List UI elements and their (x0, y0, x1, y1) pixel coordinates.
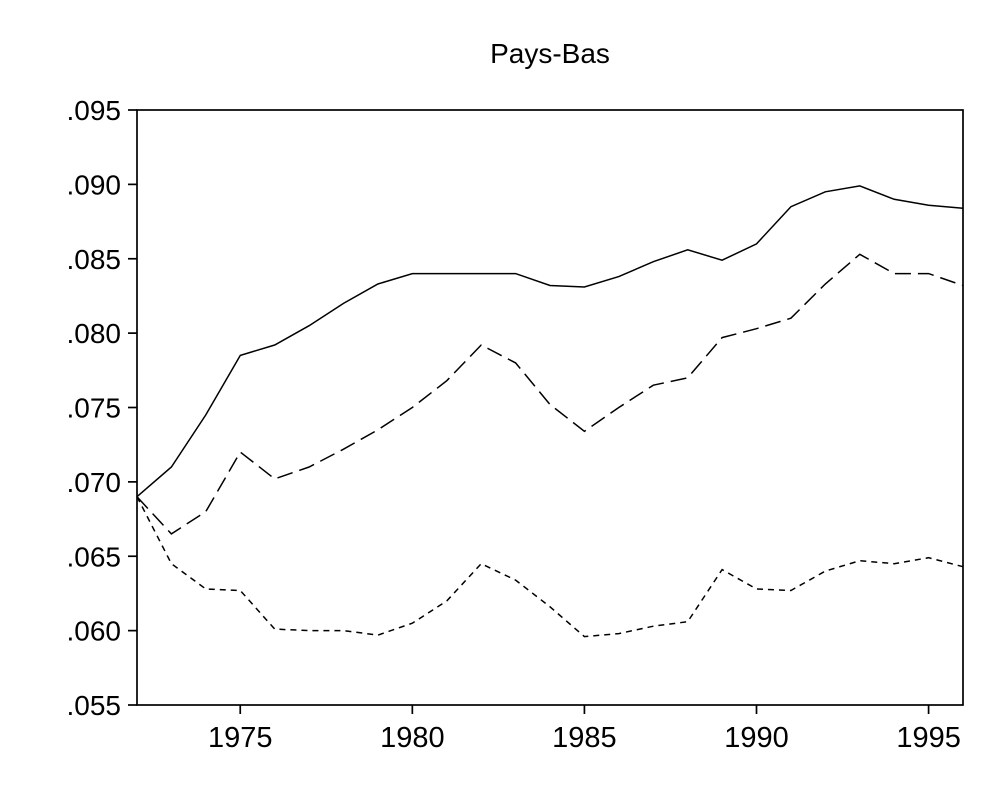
x-tick-label: 1995 (896, 722, 961, 754)
y-tick-label: .070 (67, 467, 122, 498)
y-tick-label: .060 (67, 616, 122, 647)
plot-frame (136, 109, 964, 706)
x-tick-label: 1985 (552, 722, 617, 754)
series-upper-solid (136, 185, 964, 498)
series-middle-long-dash (136, 253, 964, 535)
y-tick-label: .090 (67, 169, 122, 200)
chart-title: Pays-Bas (490, 38, 610, 69)
y-tick-label: .065 (67, 541, 122, 572)
x-tick-label: 1980 (380, 722, 445, 754)
series-lower-short-dash (136, 496, 964, 638)
y-tick-label: .085 (67, 244, 122, 275)
y-tick-label: .075 (67, 393, 122, 424)
x-tick-label: 1990 (724, 722, 789, 754)
y-tick-label: .055 (67, 690, 122, 721)
x-tick-label: 1975 (208, 722, 273, 754)
y-tick-label: .095 (67, 95, 122, 126)
y-tick-label: .080 (67, 318, 122, 349)
